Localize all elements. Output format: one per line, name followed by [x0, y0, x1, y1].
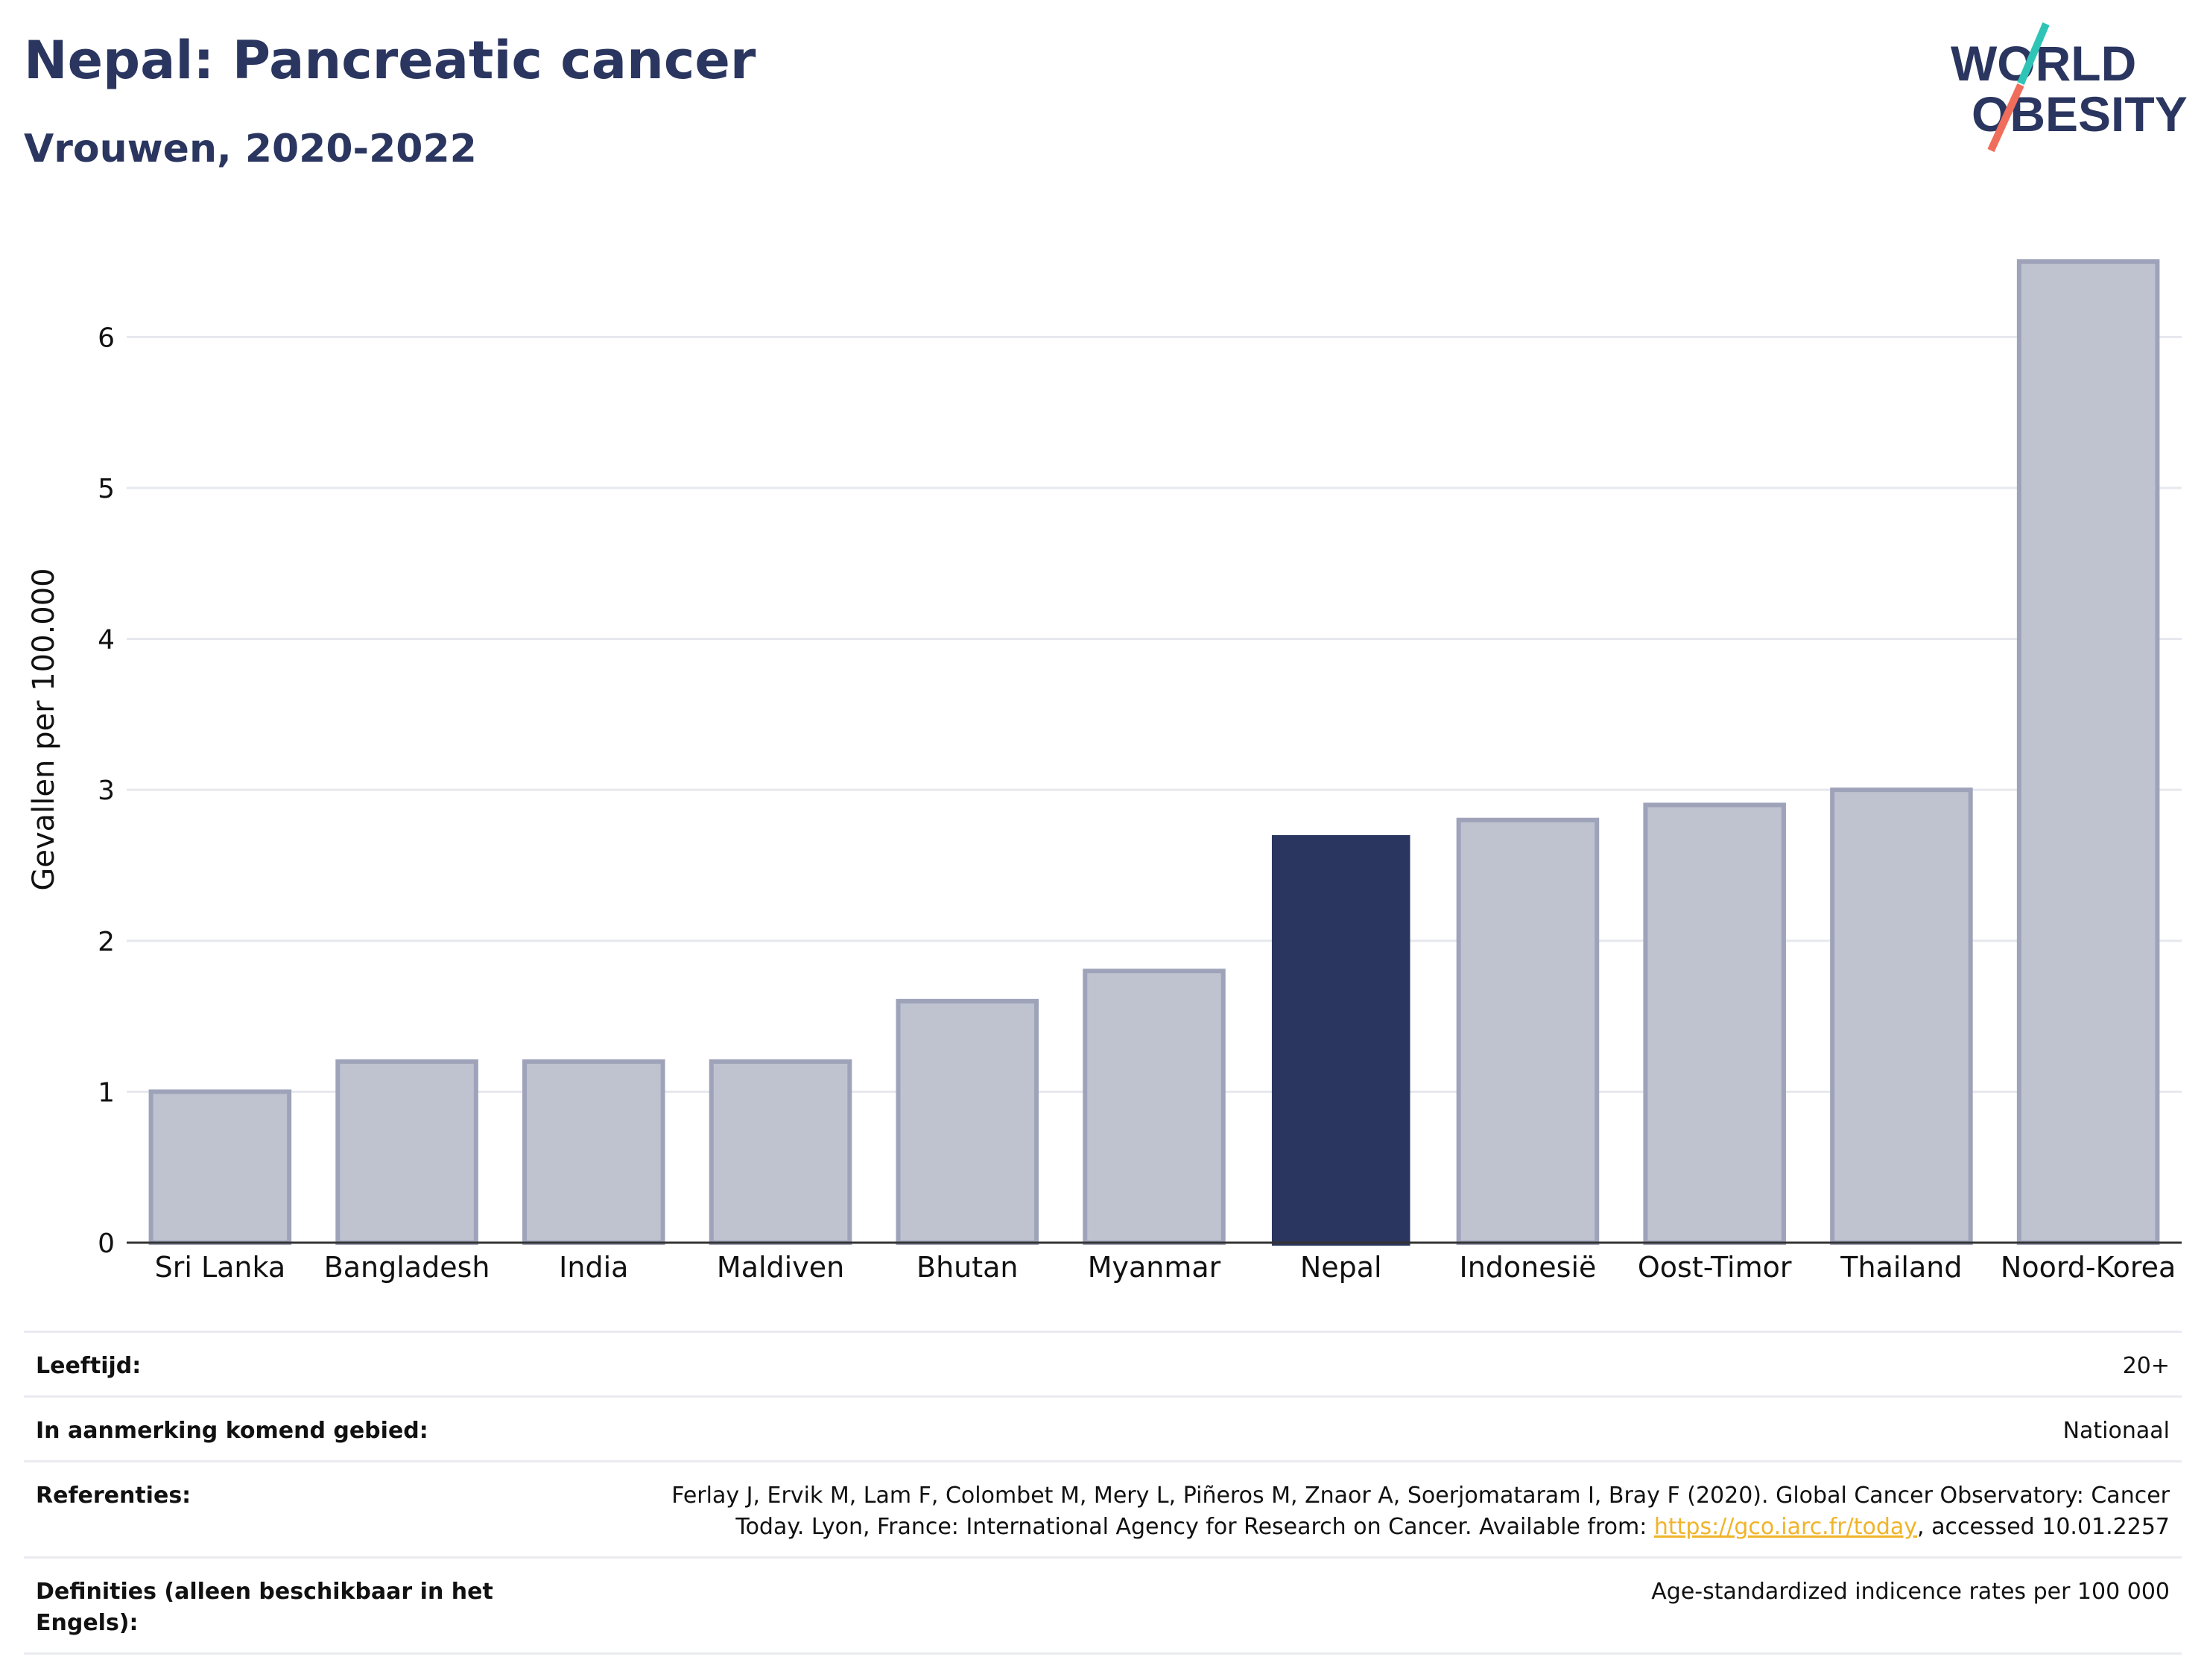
- chart-title: Nepal: Pancreatic cancer: [24, 30, 756, 91]
- reference-line-1: Ferlay J, Ervik M, Lam F, Colombet M, Me…: [671, 1483, 2170, 1509]
- info-row-definitions: Definities (alleen beschikbaar in het En…: [24, 1556, 2182, 1655]
- y-tick-label: 6: [98, 323, 115, 353]
- bar-myanmar: [1083, 969, 1226, 1245]
- reference-line-2: Today. Lyon, France: International Agenc…: [735, 1514, 1654, 1540]
- x-tick-label: Maldiven: [717, 1251, 844, 1284]
- x-tick-label: India: [559, 1251, 628, 1284]
- y-axis-label: Gevallen per 100.000: [27, 568, 61, 890]
- info-table: Leeftijd: 20+ In aanmerking komend gebie…: [24, 1331, 2182, 1655]
- bar-bhutan: [896, 998, 1039, 1245]
- y-tick-label: 1: [98, 1077, 115, 1108]
- info-label-area: In aanmerking komend gebied:: [36, 1418, 428, 1444]
- bar-chart: 0 1 2 3 4 5 6 Sri Lanka Bangladesh India Maldiven…: [27, 259, 2182, 1284]
- y-tick-labels: 0 1 2 3 4 5 6: [98, 323, 115, 1259]
- world-obesity-logo: WORLD OBESITY: [1951, 22, 2188, 153]
- bars: [148, 259, 2160, 1246]
- bar-maldiven: [709, 1059, 852, 1245]
- bar-india: [522, 1059, 665, 1245]
- info-row-age: Leeftijd: 20+: [24, 1331, 2182, 1395]
- x-tick-label: Nepal: [1300, 1251, 1382, 1284]
- chart-subtitle: Vrouwen, 2020-2022: [24, 127, 477, 171]
- logo-word-world: WORLD: [1951, 36, 2136, 91]
- reference-link[interactable]: https://gco.iarc.fr/today: [1653, 1514, 1918, 1540]
- bar-indonesi-: [1456, 817, 1600, 1245]
- info-value-area: Nationaal: [2062, 1418, 2170, 1444]
- x-tick-label: Bangladesh: [324, 1251, 490, 1284]
- bar-sri-lanka: [148, 1089, 292, 1246]
- logo-slash-coral: [1987, 83, 2024, 153]
- reference-accessed: , accessed 10.01.2257: [1917, 1514, 2170, 1540]
- bar-thailand: [1830, 787, 1973, 1246]
- info-row-area: In aanmerking komend gebied: Nationaal: [24, 1395, 2182, 1460]
- x-tick-label: Myanmar: [1088, 1251, 1221, 1284]
- y-tick-label: 5: [98, 474, 115, 504]
- bar-bangladesh: [335, 1059, 478, 1245]
- info-value-references: Ferlay J, Ervik M, Lam F, Colombet M, Me…: [671, 1480, 2170, 1543]
- y-tick-label: 4: [98, 625, 115, 656]
- x-tick-label: Noord-Korea: [2001, 1251, 2176, 1284]
- x-tick-label: Indonesië: [1460, 1251, 1597, 1284]
- y-tick-label: 2: [98, 927, 115, 957]
- info-value-age: 20+: [2122, 1353, 2170, 1379]
- x-tick-label: Sri Lanka: [155, 1251, 286, 1284]
- x-tick-labels: Sri Lanka Bangladesh India Maldiven Bhutan My…: [155, 1251, 2176, 1284]
- bar-nepal: [1271, 834, 1410, 1246]
- x-tick-label: Bhutan: [916, 1251, 1019, 1284]
- logo-slash-teal: [2017, 22, 2050, 85]
- info-label-age: Leeftijd:: [36, 1353, 142, 1379]
- y-tick-label: 0: [98, 1229, 115, 1259]
- info-value-definitions: Age-standardized indicence rates per 100…: [1651, 1579, 2170, 1605]
- bar-oost-timor: [1643, 802, 1786, 1246]
- info-label-references: Referenties:: [36, 1483, 191, 1509]
- info-row-references: Referenties: Ferlay J, Ervik M, Lam F, C…: [24, 1460, 2182, 1556]
- bar-noord-korea: [2016, 259, 2160, 1246]
- x-tick-label: Oost-Timor: [1638, 1251, 1792, 1284]
- info-label-definitions: Definities (alleen beschikbaar in het En…: [36, 1579, 493, 1636]
- x-tick-label: Thailand: [1840, 1251, 1962, 1284]
- y-tick-label: 3: [98, 776, 115, 806]
